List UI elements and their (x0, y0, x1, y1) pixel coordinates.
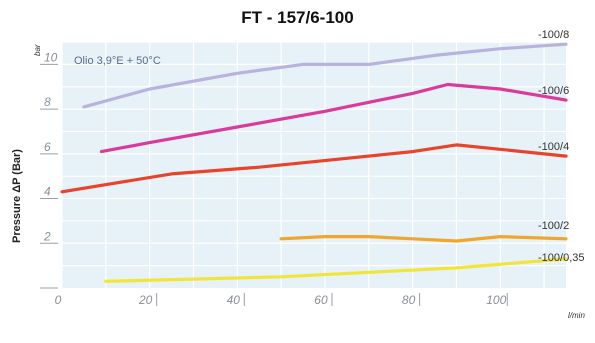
chart-title: FT - 157/6-100 (241, 8, 354, 27)
y-axis-label: Pressure ΔP (Bar) (11, 149, 23, 243)
series-lines (60, 42, 568, 283)
series-label: -100/0,35 (538, 252, 584, 264)
plot-background (62, 42, 566, 288)
y-tick-label: 6 (44, 140, 51, 154)
x-tick-label: 0 (55, 293, 62, 307)
series-label: -100/4 (538, 141, 569, 153)
y-tick-label: 4 (44, 185, 51, 199)
x-tick-label: 20 (138, 293, 153, 307)
x-tick-label: 40 (227, 293, 241, 307)
x-axis-unit: l/min (568, 311, 585, 320)
y-axis-unit: bar (33, 44, 42, 56)
x-tick-label: 80 (402, 293, 416, 307)
series-line (99, 82, 568, 154)
oil-annotation: Olio 3,9°E + 50°C (74, 55, 161, 67)
series-label: -100/8 (538, 29, 569, 41)
series-labels: -100/8 -100/6 -100/4 -100/2 -100/0,35 (538, 29, 584, 264)
series-line (279, 235, 568, 243)
y-tick-label: 10 (44, 50, 58, 64)
series-label: -100/2 (538, 220, 569, 232)
y-tick-label: 2 (43, 229, 51, 243)
series-line (104, 257, 568, 283)
grid (61, 41, 566, 288)
series-line (60, 143, 568, 194)
series-line (82, 42, 568, 109)
x-tick-label: 100 (486, 293, 506, 307)
y-tick-label: 8 (44, 95, 51, 109)
x-tick-label: 60 (314, 293, 328, 307)
series-label: -100/6 (538, 85, 569, 97)
